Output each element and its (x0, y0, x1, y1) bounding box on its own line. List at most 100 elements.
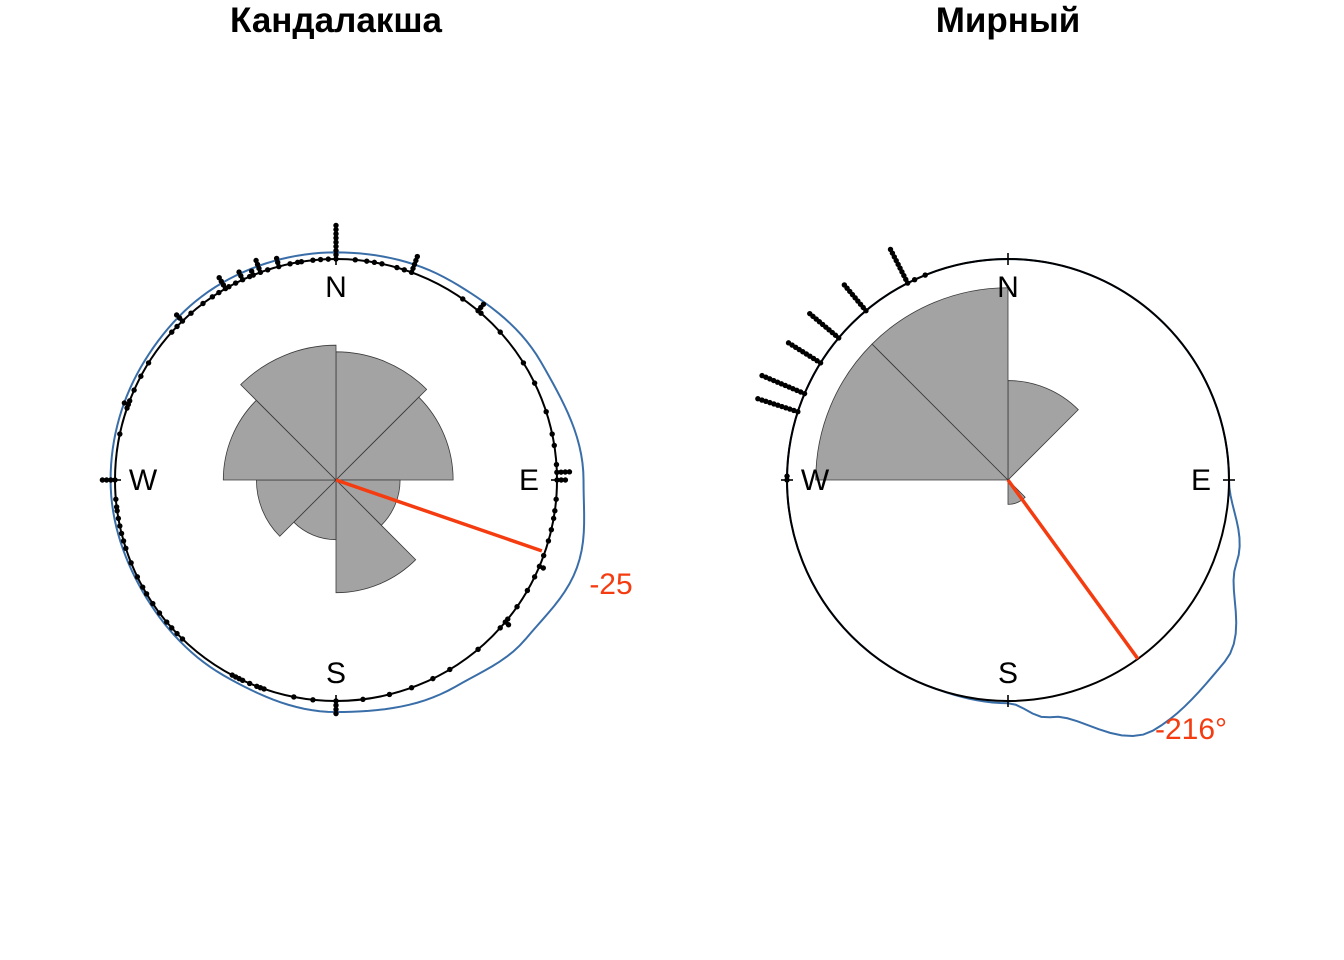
observation-point (99, 477, 106, 483)
rose-diagram (222, 344, 454, 594)
observation-point (562, 477, 569, 483)
observation-point (394, 264, 400, 271)
observation-point (310, 697, 316, 703)
panel-kandalaksha: Кандалакша N E S W -25 (99, 1, 633, 717)
observation-point (246, 680, 253, 687)
observation-point (169, 625, 175, 631)
observation-point (317, 256, 324, 263)
observation-point (145, 360, 152, 366)
observation-point (755, 396, 761, 402)
compass-north-label: N (325, 271, 347, 304)
observation-point (371, 259, 378, 266)
mean-direction-line (1006, 478, 1140, 660)
observation-point (551, 442, 557, 449)
observation-point (333, 226, 339, 233)
observation-point (291, 694, 297, 700)
observation-point (333, 710, 339, 717)
observation-point (298, 259, 305, 265)
observation-point (275, 259, 281, 266)
compass-east-label: E (1191, 464, 1211, 497)
rose-sector (240, 344, 337, 481)
panel-title: Кандалакша (230, 1, 442, 40)
observation-point (552, 508, 558, 514)
observation-point (333, 235, 339, 241)
observation-point (325, 256, 331, 262)
mean-direction-line (335, 478, 543, 553)
observation-point (273, 255, 280, 262)
observation-point (497, 329, 503, 335)
observation-point (174, 630, 180, 637)
observation-point (531, 380, 538, 386)
observation-point (169, 329, 175, 335)
observation-point (566, 469, 573, 475)
observation-point (386, 691, 393, 698)
observation-point (553, 461, 560, 468)
observation-point (173, 312, 180, 318)
observation-point (352, 257, 358, 263)
observation-point (226, 284, 232, 290)
observation-point (543, 409, 549, 415)
rose-sector (335, 479, 417, 594)
mean-direction-group (335, 478, 543, 553)
observation-point (248, 268, 255, 274)
observation-point (333, 243, 339, 250)
observation-point (401, 267, 407, 273)
observation-point (784, 477, 790, 483)
observation-point (117, 523, 123, 529)
observation-point (553, 496, 559, 502)
observation-point (126, 398, 133, 404)
observation-point (253, 257, 259, 264)
observation-point (562, 469, 568, 475)
observation-point (922, 272, 928, 278)
observation-point (524, 587, 531, 594)
observation-point (497, 625, 503, 631)
observation-point (310, 257, 316, 263)
observation-point (408, 684, 415, 691)
observation-point (447, 666, 453, 673)
rose-sector (815, 343, 1009, 481)
observation-point (134, 574, 141, 580)
observation-point (549, 431, 555, 437)
rose-sector (222, 399, 337, 481)
observation-point (505, 622, 512, 628)
mean-direction-label: -25 (589, 568, 632, 601)
observation-point (131, 387, 137, 393)
panel-title: Мирный (936, 1, 1081, 40)
observation-point (478, 310, 484, 316)
observation-point (103, 477, 110, 483)
compass-south-label: S (326, 657, 346, 690)
observation-point (911, 277, 918, 283)
observation-point (558, 477, 564, 483)
observation-point (174, 323, 180, 330)
observation-point (531, 574, 538, 580)
observation-point (117, 431, 123, 437)
observation-point (150, 600, 156, 607)
observation-point (120, 538, 127, 544)
observation-point (254, 683, 260, 690)
observation-point (209, 294, 216, 300)
observation-point (113, 504, 120, 510)
observation-point (216, 289, 222, 296)
observation-point (118, 530, 125, 537)
observation-point (480, 301, 487, 307)
observation-point (188, 310, 194, 316)
observation-point (333, 698, 339, 704)
observation-point (113, 496, 119, 502)
observation-point (229, 672, 235, 678)
rose-sector (1007, 380, 1079, 481)
observation-point (236, 269, 242, 275)
rose-sector (871, 287, 1009, 481)
observation-point (333, 239, 339, 245)
observation-point (123, 545, 129, 551)
observation-point (140, 584, 146, 590)
observation-point (138, 373, 144, 379)
mean-direction-group (1006, 478, 1140, 660)
compass-east-label: E (519, 464, 539, 497)
observation-point (333, 222, 339, 229)
observation-point (112, 477, 118, 483)
observation-point (785, 340, 792, 346)
observation-point (216, 275, 222, 281)
observation-point (540, 552, 547, 559)
